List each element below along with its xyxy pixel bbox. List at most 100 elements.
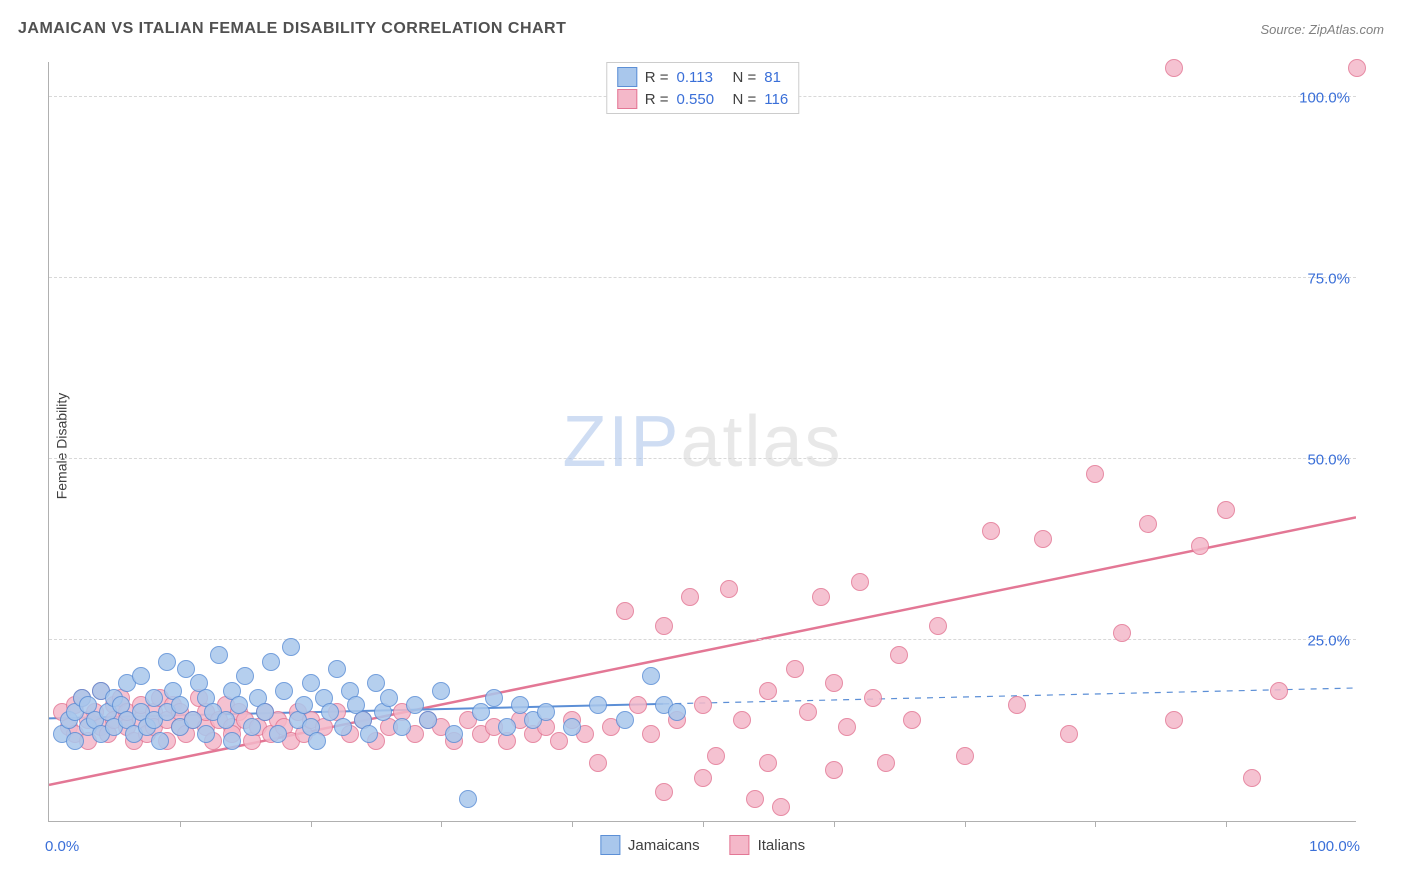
data-point: [256, 703, 274, 721]
y-tick-label: 75.0%: [1307, 271, 1350, 288]
data-point: [877, 754, 895, 772]
data-point: [145, 689, 163, 707]
data-point: [655, 617, 673, 635]
data-point: [498, 718, 516, 736]
data-point: [707, 747, 725, 765]
data-point: [563, 718, 581, 736]
data-point: [1165, 59, 1183, 77]
data-point: [1113, 624, 1131, 642]
correlation-legend: R = 0.113 N = 81 R = 0.550 N = 116: [606, 62, 799, 114]
swatch-italians: [617, 89, 637, 109]
data-point: [982, 522, 1000, 540]
data-point: [799, 703, 817, 721]
y-tick-label: 100.0%: [1299, 90, 1350, 107]
data-point: [282, 638, 300, 656]
swatch-jamaicans-icon: [600, 835, 620, 855]
data-point: [177, 660, 195, 678]
x-tick: [311, 821, 312, 827]
data-point: [393, 718, 411, 736]
data-point: [334, 718, 352, 736]
data-point: [1191, 537, 1209, 555]
data-point: [537, 703, 555, 721]
data-point: [746, 790, 764, 808]
data-point: [668, 703, 686, 721]
data-point: [629, 696, 647, 714]
data-point: [360, 725, 378, 743]
legend-row-jamaicans: R = 0.113 N = 81: [617, 67, 788, 87]
data-point: [380, 689, 398, 707]
data-point: [295, 696, 313, 714]
data-point: [956, 747, 974, 765]
data-point: [236, 667, 254, 685]
data-point: [838, 718, 856, 736]
data-point: [432, 682, 450, 700]
data-point: [269, 725, 287, 743]
data-point: [589, 754, 607, 772]
data-point: [302, 674, 320, 692]
gridline: [49, 639, 1356, 640]
x-tick: [572, 821, 573, 827]
data-point: [419, 711, 437, 729]
data-point: [1139, 515, 1157, 533]
data-point: [485, 689, 503, 707]
data-point: [890, 646, 908, 664]
data-point: [759, 682, 777, 700]
data-point: [445, 725, 463, 743]
data-point: [1270, 682, 1288, 700]
data-point: [616, 602, 634, 620]
data-point: [733, 711, 751, 729]
x-axis-max-label: 100.0%: [1309, 838, 1360, 855]
source-attribution: Source: ZipAtlas.com: [1260, 22, 1384, 37]
data-point: [210, 646, 228, 664]
data-point: [642, 667, 660, 685]
data-point: [158, 653, 176, 671]
data-point: [217, 711, 235, 729]
data-point: [511, 696, 529, 714]
x-tick: [441, 821, 442, 827]
data-point: [1086, 465, 1104, 483]
gridline: [49, 458, 1356, 459]
data-point: [230, 696, 248, 714]
data-point: [772, 798, 790, 816]
chart-title: JAMAICAN VS ITALIAN FEMALE DISABILITY CO…: [18, 20, 566, 38]
data-point: [459, 790, 477, 808]
data-point: [929, 617, 947, 635]
y-tick-label: 25.0%: [1307, 633, 1350, 650]
data-point: [406, 696, 424, 714]
data-point: [812, 588, 830, 606]
data-point: [1060, 725, 1078, 743]
data-point: [197, 725, 215, 743]
data-point: [720, 580, 738, 598]
gridline: [49, 277, 1356, 278]
x-axis-min-label: 0.0%: [45, 838, 79, 855]
watermark: ZIPatlas: [562, 401, 842, 483]
data-point: [321, 703, 339, 721]
data-point: [184, 711, 202, 729]
data-point: [66, 732, 84, 750]
data-point: [786, 660, 804, 678]
data-point: [243, 718, 261, 736]
data-point: [851, 573, 869, 591]
data-point: [694, 696, 712, 714]
legend-item-italians: Italians: [730, 835, 806, 855]
data-point: [223, 732, 241, 750]
data-point: [308, 732, 326, 750]
scatter-plot-area: ZIPatlas R = 0.113 N = 81 R = 0.550 N = …: [48, 62, 1356, 822]
x-tick: [703, 821, 704, 827]
x-tick: [834, 821, 835, 827]
data-point: [151, 732, 169, 750]
data-point: [262, 653, 280, 671]
data-point: [472, 703, 490, 721]
data-point: [903, 711, 921, 729]
legend-item-jamaicans: Jamaicans: [600, 835, 700, 855]
y-tick-label: 50.0%: [1307, 452, 1350, 469]
data-point: [825, 674, 843, 692]
data-point: [367, 674, 385, 692]
data-point: [642, 725, 660, 743]
data-point: [1348, 59, 1366, 77]
data-point: [1165, 711, 1183, 729]
data-point: [759, 754, 777, 772]
data-point: [681, 588, 699, 606]
data-point: [589, 696, 607, 714]
data-point: [132, 667, 150, 685]
